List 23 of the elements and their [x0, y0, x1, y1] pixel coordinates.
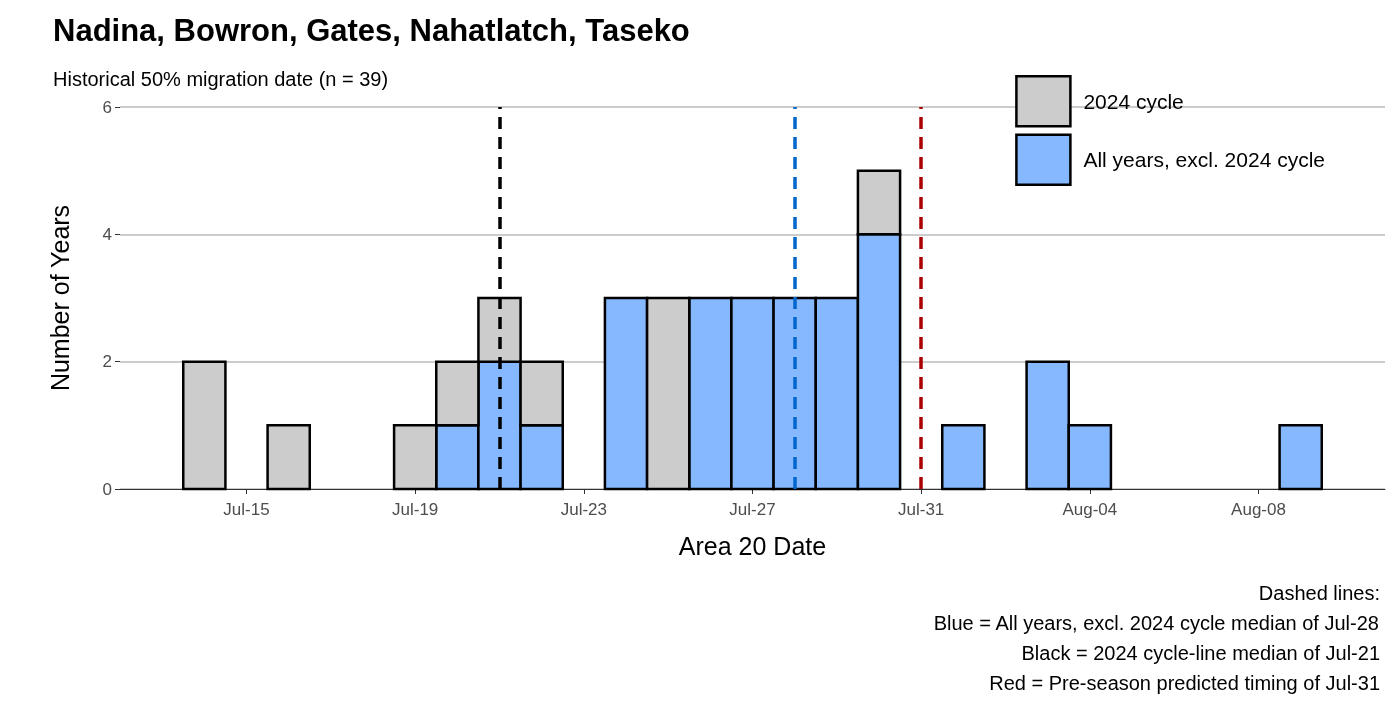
text: Blue = All years, excl. 2024 cycle median of Jul-28: [933, 612, 1379, 634]
x-tick-label: Aug-08: [1231, 500, 1286, 519]
y-axis-title: Number of Years: [45, 204, 74, 392]
chart-subtitle: Historical 50% migration date (n = 39): [53, 68, 389, 90]
legend-label: 2024 cycle: [1083, 89, 1184, 113]
x-tick-label: Jul-31: [898, 500, 945, 519]
y-tick-label: 4: [102, 224, 112, 244]
x-tick-label: Jul-27: [729, 500, 776, 519]
y-tick-label: 2: [102, 352, 112, 372]
text: Dashed lines:: [1258, 582, 1381, 604]
x-tick-label: Jul-23: [560, 500, 607, 519]
text: Black = 2024 cycle-line median of Jul-21: [1021, 642, 1381, 664]
chart-title: Nadina, Bowron, Gates, Nahatlatch, Taseko: [53, 13, 690, 48]
x-tick-label: Aug-04: [1062, 500, 1118, 519]
y-tick-label: 0: [102, 479, 112, 499]
bar: [1278, 424, 1323, 491]
y-tick-label: 6: [102, 97, 112, 117]
x-axis-title: Area 20 Date: [678, 531, 827, 560]
x-tick-label: Jul-15: [223, 500, 270, 519]
text: Red = Pre-season predicted timing of Jul-31: [989, 672, 1380, 694]
legend-label: All years, excl. 2024 cycle: [1083, 148, 1326, 172]
bar: [941, 424, 986, 491]
x-tick-label: Jul-19: [392, 500, 439, 519]
